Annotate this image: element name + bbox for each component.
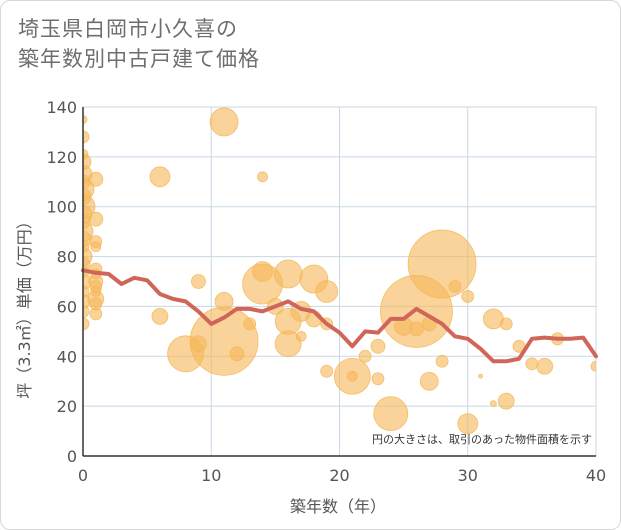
bubble-point (525, 357, 539, 371)
bubble-point (209, 107, 239, 137)
x-tick-label: 20 (329, 466, 349, 485)
y-tick-label: 120 (46, 148, 77, 167)
bubble-point (88, 211, 104, 227)
bubble-point (83, 130, 90, 144)
bubble-point (407, 229, 477, 299)
bubble-point (83, 285, 90, 298)
bubble-point (83, 305, 90, 318)
bubble-point (83, 148, 89, 160)
bubble-point (83, 240, 90, 253)
bubble-point (273, 259, 303, 289)
y-tick-label: 20 (57, 397, 77, 416)
bubble-point (243, 317, 257, 331)
bubble-point (190, 335, 207, 353)
bubble-point (370, 338, 386, 354)
bubble-point (346, 370, 358, 382)
bubble-point (461, 290, 475, 303)
bubble-point (371, 372, 385, 386)
bubble-point (457, 413, 479, 434)
bubble-point (191, 274, 206, 289)
bubble-point (409, 321, 424, 337)
bubble-point (315, 280, 339, 303)
bubble-point (252, 261, 273, 282)
bubble-point (90, 286, 102, 297)
y-tick-label: 60 (57, 297, 77, 316)
grid (82, 106, 597, 457)
bubble-point (83, 317, 90, 331)
x-axis-label: 築年数（年） (290, 497, 386, 516)
bubble-point (89, 307, 103, 321)
bubble-point (229, 346, 245, 362)
bubble-point (151, 307, 169, 325)
y-tick-label: 40 (57, 347, 77, 366)
bubble-point (419, 371, 439, 391)
y-tick-label: 140 (46, 98, 77, 117)
bubble-point (536, 357, 554, 375)
x-tick-label: 40 (586, 466, 606, 485)
bubble-point (274, 330, 302, 358)
bubble-point (448, 280, 462, 293)
bubble-point (489, 400, 497, 408)
bubble-point (590, 360, 596, 372)
bubble-point (214, 292, 234, 311)
bubble-point (295, 330, 307, 342)
bubble-point (373, 396, 409, 432)
bubble-point (320, 364, 334, 378)
bubble-point (83, 188, 92, 206)
bubble-layer (83, 107, 596, 434)
bubble-point (88, 171, 104, 187)
title-line-2: 築年数別中古戸建て価格 (18, 47, 260, 71)
average-line-layer (81, 268, 598, 364)
bubble-point (358, 349, 372, 363)
title-line-1: 埼玉県白岡市小久喜の (18, 17, 238, 41)
bubble-point (435, 354, 449, 368)
bubble-point (478, 373, 483, 379)
chart-title: 埼玉県白岡市小久喜の 築年数別中古戸建て価格 (18, 14, 260, 74)
x-tick-label: 30 (458, 466, 478, 485)
bubble-point (499, 317, 513, 331)
bubble-point (90, 241, 102, 253)
y-tick-label: 100 (46, 198, 77, 217)
bubble-point (257, 171, 268, 183)
y-tick-label: 80 (57, 248, 77, 267)
average-price-line (81, 268, 598, 364)
x-tick-label: 0 (78, 466, 88, 485)
y-axis-label: 坪（3.3㎡）単価（万円） (15, 213, 34, 398)
x-tick-label: 10 (201, 466, 221, 485)
bubble-point (83, 115, 88, 124)
y-tick-label: 0 (67, 447, 77, 466)
bubble-size-note: 円の大きさは、取引のあった物件面積を示す (372, 432, 592, 446)
bubble-point (149, 166, 171, 188)
axes: 0 20 40 60 80 100 120 140 0 10 20 30 40 (46, 98, 606, 485)
bubble-point (497, 392, 515, 410)
